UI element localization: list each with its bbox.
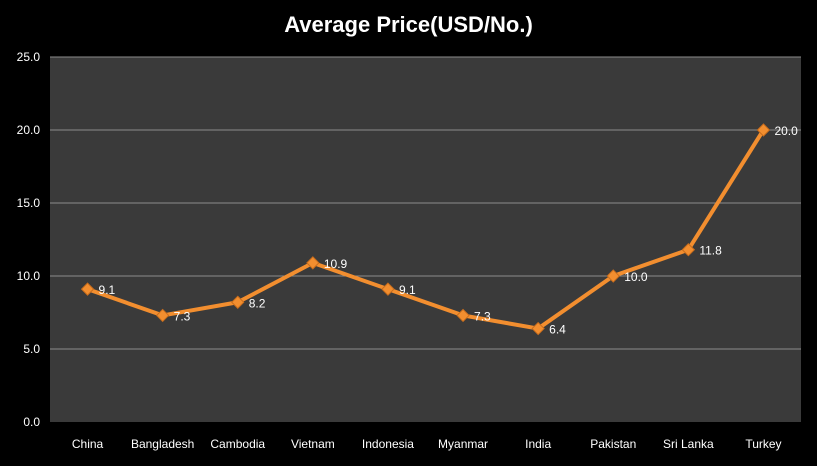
data-label: 10.9 xyxy=(324,257,348,271)
grid-lines xyxy=(50,56,801,350)
y-tick-label: 5.0 xyxy=(23,342,40,356)
x-tick-label: Sri Lanka xyxy=(663,437,714,451)
data-label: 8.2 xyxy=(249,296,266,310)
data-point-marker xyxy=(531,321,545,336)
data-label: 11.8 xyxy=(699,244,722,258)
data-label: 9.1 xyxy=(99,283,116,297)
x-tick-label: Cambodia xyxy=(210,437,265,451)
data-point-marker xyxy=(80,282,95,296)
data-point-marker xyxy=(381,282,395,296)
x-tick-label: Pakistan xyxy=(590,437,636,451)
x-tick-label: Myanmar xyxy=(438,437,488,451)
x-tick-label: Turkey xyxy=(745,437,781,451)
data-point-marker xyxy=(231,295,245,309)
data-labels: 9.1 7.3 8.2 10.9 9.1 7.3 6.4 10.0 11.8 20.0 xyxy=(99,124,799,337)
x-tick-label: Vietnam xyxy=(291,437,335,451)
data-label: 7.3 xyxy=(174,309,191,323)
data-point-marker xyxy=(155,308,170,323)
y-tick-label: 15.0 xyxy=(17,196,41,210)
data-point-marker xyxy=(756,123,771,137)
chart-title: Average Price(USD/No.) xyxy=(284,12,533,37)
y-tick-label: 0.0 xyxy=(23,415,40,429)
data-point-marker xyxy=(306,256,320,270)
y-axis: 0.0 5.0 10.0 15.0 20.0 25.0 xyxy=(17,50,41,429)
y-tick-label: 10.0 xyxy=(17,269,41,283)
data-point-marker xyxy=(681,243,696,257)
data-label: 9.1 xyxy=(399,283,416,297)
data-point-marker xyxy=(606,269,620,283)
series-line xyxy=(85,128,766,331)
data-label: 6.4 xyxy=(549,323,566,337)
series-layer xyxy=(80,123,771,336)
y-tick-label: 25.0 xyxy=(17,50,41,64)
x-tick-label: Bangladesh xyxy=(131,437,194,451)
data-label: 7.3 xyxy=(474,309,491,323)
x-tick-label: India xyxy=(525,437,551,451)
x-tick-label: China xyxy=(72,437,104,451)
y-tick-label: 20.0 xyxy=(17,123,41,137)
x-tick-label: Indonesia xyxy=(362,437,414,451)
plot-area xyxy=(50,57,801,422)
data-point-marker xyxy=(456,308,470,323)
x-axis: China Bangladesh Cambodia Vietnam Indonesia M… xyxy=(72,437,782,451)
data-label: 10.0 xyxy=(624,270,648,284)
data-label: 20.0 xyxy=(774,124,798,138)
